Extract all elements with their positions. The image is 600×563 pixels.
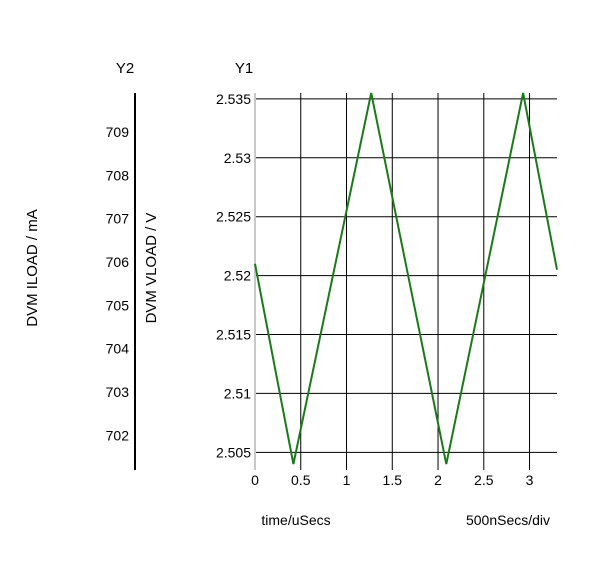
y2-tick-label: 702: [106, 427, 130, 443]
y1-tick-label: 2.515: [216, 327, 251, 343]
y2-tick-label: 708: [106, 167, 130, 183]
x-axis-label: time/uSecs: [261, 512, 330, 528]
y2-tick-label: 705: [106, 297, 130, 313]
x-tick-label: 0.5: [291, 472, 311, 488]
y2-tick-label: 703: [106, 384, 130, 400]
y1-tick-label: 2.53: [224, 150, 251, 166]
axes: [134, 93, 256, 470]
tick-labels: 0 0.5 1 1.5 2 2.5 32.5352.532.5252.522.5152.51…: [106, 91, 534, 488]
x-scale-note: 500nSecs/div: [466, 512, 550, 528]
y2-tick-label: 709: [106, 124, 130, 140]
series-line: [254, 92, 558, 465]
y1-tick-label: 2.52: [224, 268, 251, 284]
y2-tick-label: 706: [106, 254, 130, 270]
y1-tick-label: 2.505: [216, 444, 251, 460]
x-tick-label: 3: [526, 472, 534, 488]
y1-tick-label: 2.535: [216, 91, 251, 107]
y2-tick-label: 704: [106, 341, 130, 357]
y2-tick-label: 707: [106, 211, 130, 227]
series-layer: [254, 92, 558, 465]
x-tick-label: 2: [434, 472, 442, 488]
x-tick-label: 2.5: [474, 472, 494, 488]
x-tick-label: 0: [251, 472, 259, 488]
y1-tick-label: 2.525: [216, 209, 251, 225]
y2-header: Y2: [116, 60, 134, 77]
y1-header: Y1: [235, 60, 253, 77]
y1-tick-label: 2.51: [224, 385, 251, 401]
x-tick-label: 1: [343, 472, 351, 488]
x-tick-label: 1.5: [383, 472, 403, 488]
y1-axis-label: DVM VLOAD / V: [143, 213, 160, 324]
y2-axis-label: DVM ILOAD / mA: [24, 209, 41, 327]
